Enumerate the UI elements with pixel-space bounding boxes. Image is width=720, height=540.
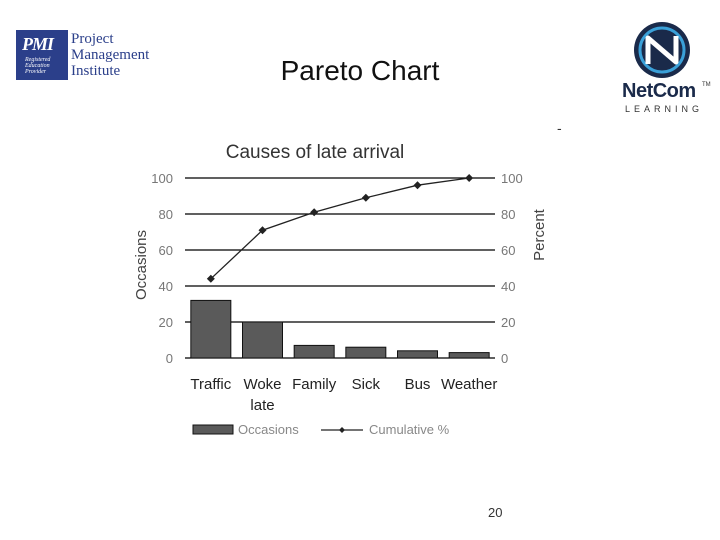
cumulative-point	[206, 274, 215, 283]
netcom-name: NetCom	[622, 80, 696, 102]
cumulative-line	[210, 177, 470, 280]
cumulative-point	[413, 181, 422, 190]
bar	[345, 346, 387, 359]
corner-mark: -	[557, 120, 562, 136]
category-label: Weather	[441, 376, 497, 393]
pmi-badge-line: Registered	[25, 57, 51, 63]
netcom-trademark: TM	[702, 82, 711, 88]
y-tick-label: 20	[159, 315, 173, 330]
chart-title: Causes of late arrival	[226, 142, 404, 163]
cumulative-point	[258, 226, 267, 235]
category-label: Woke	[243, 376, 281, 393]
netcom-logo: NetCom TM LEARNING	[614, 20, 714, 115]
legend-bar-swatch	[192, 424, 234, 435]
category-label: late	[250, 397, 274, 414]
pmi-badge-line: Provider	[25, 69, 47, 75]
y2-tick-label: 100	[501, 171, 523, 186]
category-label: Sick	[352, 376, 381, 393]
y2-tick-label: 40	[501, 279, 515, 294]
legend-label: Cumulative %	[369, 422, 450, 437]
cumulative-point	[361, 193, 370, 202]
netcom-globe-icon	[634, 22, 690, 78]
pmi-logo-mark: PMI	[22, 34, 54, 54]
cumulative-point	[310, 208, 319, 217]
pmi-name-line: Management	[71, 47, 150, 63]
legend-line-marker	[339, 427, 345, 433]
y-tick-label: 60	[159, 243, 173, 258]
cumulative-point	[465, 174, 474, 182]
bar	[293, 344, 335, 359]
bar	[190, 299, 232, 359]
y-tick-label: 0	[166, 351, 173, 366]
y-tick-label: 80	[159, 207, 173, 222]
y2-tick-label: 60	[501, 243, 515, 258]
category-label: Traffic	[190, 376, 231, 393]
pmi-registered-provider: Registered Education Provider	[25, 57, 67, 75]
bar	[397, 350, 438, 359]
page-number: 20	[488, 505, 503, 520]
pmi-logo-name: Project Management Institute	[71, 31, 149, 79]
pmi-name-line: Project	[71, 31, 114, 47]
pmi-badge-line: Education	[25, 63, 50, 69]
netcom-tagline: LEARNING	[625, 104, 704, 114]
y-axis-label: Occasions	[133, 230, 150, 300]
legend-label: Occasions	[238, 422, 299, 437]
pmi-logo-box: PMI Registered Education Provider	[16, 30, 68, 80]
pmi-logo: PMI Registered Education Provider Projec…	[16, 30, 149, 82]
y-tick-label: 100	[151, 171, 173, 186]
y-tick-label: 40	[159, 279, 173, 294]
y2-axis-label: Percent	[531, 208, 548, 261]
bar	[242, 321, 283, 359]
category-label: Family	[292, 376, 337, 393]
y2-tick-label: 20	[501, 315, 515, 330]
y2-tick-label: 0	[501, 351, 508, 366]
bar	[448, 352, 490, 359]
pareto-chart: Causes of late arrival 0 20 40 60 80 100 0 20 40 6…	[133, 142, 548, 437]
slide-title: Pareto Chart	[280, 55, 440, 86]
y2-tick-label: 80	[501, 207, 515, 222]
category-label: Bus	[405, 376, 431, 393]
pmi-name-line: Institute	[71, 63, 121, 79]
